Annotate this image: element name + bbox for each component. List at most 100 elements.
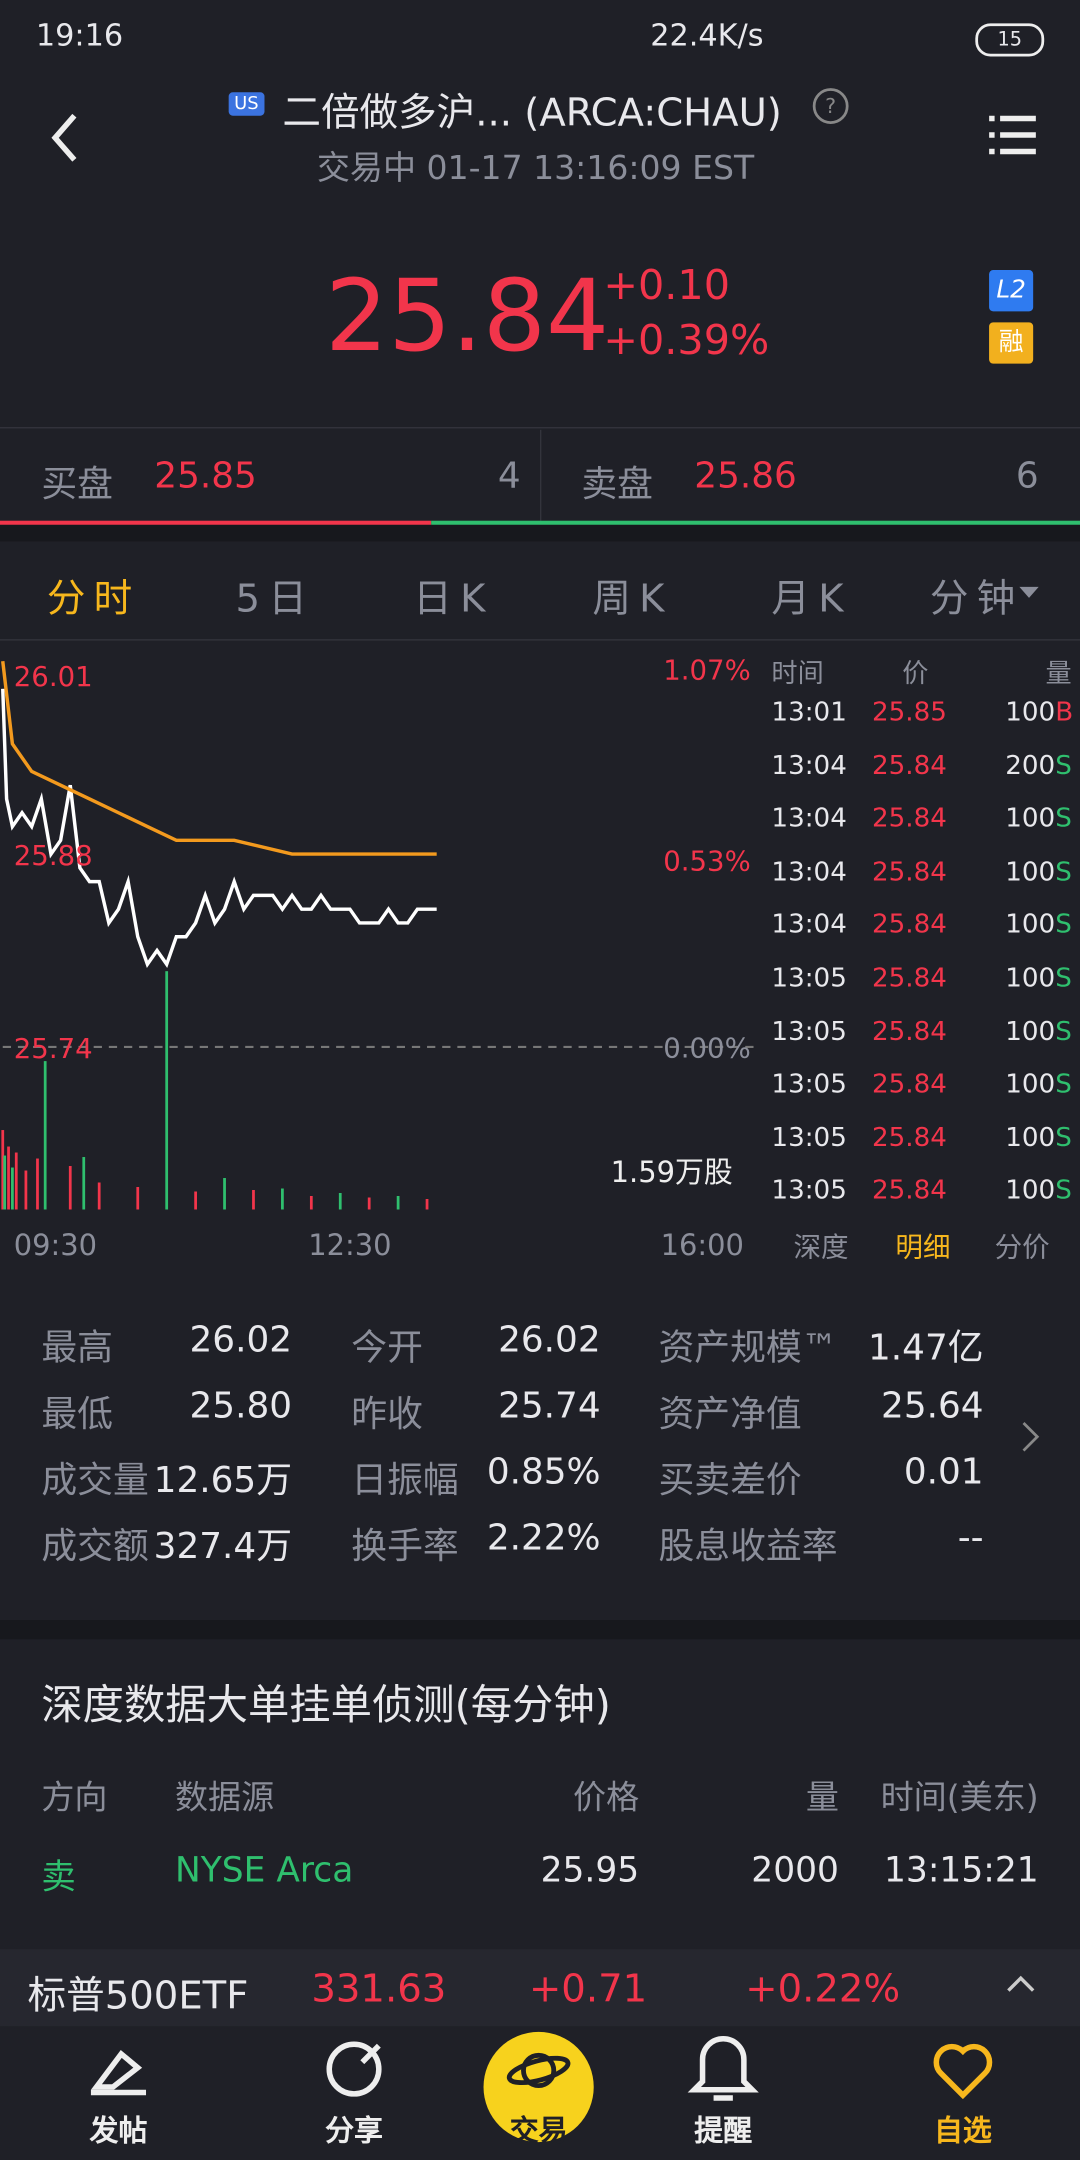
margin-badge[interactable]: 融 bbox=[989, 322, 1034, 364]
bid-label: 买盘 bbox=[41, 464, 113, 506]
more-arrow[interactable] bbox=[1019, 1419, 1041, 1455]
volume-bar bbox=[7, 1146, 10, 1210]
volume-bar bbox=[1, 1130, 5, 1210]
stat-label: 最高 bbox=[41, 1327, 113, 1370]
x-tick-label: 12:30 bbox=[308, 1228, 391, 1262]
chart-tab[interactable]: 5日 bbox=[235, 575, 316, 622]
trade-price: 25.84 bbox=[871, 1016, 947, 1047]
volume-bar bbox=[3, 1155, 7, 1210]
stat-label: 换手率 bbox=[351, 1526, 459, 1568]
status-speed: 22.4K/s bbox=[650, 19, 764, 54]
trade-volume: 100 bbox=[1005, 1016, 1056, 1047]
stat-label: 日振幅 bbox=[351, 1460, 459, 1502]
stat-value: 25.64 bbox=[881, 1385, 984, 1428]
trade-side: S bbox=[1055, 856, 1072, 887]
separator bbox=[0, 1619, 1080, 1640]
stat-label: 昨收 bbox=[351, 1394, 423, 1436]
nav-label[interactable]: 提醒 bbox=[694, 2114, 753, 2148]
stat-value: 25.80 bbox=[189, 1385, 293, 1428]
trade-time: 13:05 bbox=[771, 1069, 847, 1100]
stock-title[interactable]: 二倍做多沪... (ARCA:CHAU) bbox=[282, 89, 782, 135]
stat-value: 12.65万 bbox=[153, 1460, 293, 1502]
price-change-pct: +0.39% bbox=[603, 316, 770, 366]
trade-tab[interactable]: 分价 bbox=[994, 1230, 1050, 1264]
trade-price: 25.84 bbox=[871, 750, 947, 781]
trade-volume: 100 bbox=[1005, 697, 1056, 728]
nav-label[interactable]: 自选 bbox=[933, 2114, 992, 2148]
nav-label[interactable]: 交易 bbox=[509, 2114, 568, 2148]
stat-value: 327.4万 bbox=[153, 1526, 293, 1568]
price-line bbox=[1, 661, 437, 856]
intraday-chart: 26.01 25.88 25.74 1.07% 0.53% 0.00% 1.59万股 09:3… bbox=[1, 655, 755, 1262]
volume-bar bbox=[14, 1152, 18, 1210]
y2-tick-label: 0.00% bbox=[663, 1033, 751, 1065]
trade-volume: 200 bbox=[1005, 750, 1056, 781]
stat-value: 26.02 bbox=[189, 1319, 293, 1362]
depth-cell: 25.95 bbox=[540, 1850, 640, 1890]
trade-side: S bbox=[1055, 962, 1072, 994]
chart-tab[interactable]: 分钟 bbox=[929, 575, 1024, 622]
ask-price: 25.86 bbox=[694, 455, 797, 498]
trade-time: 13:04 bbox=[771, 750, 847, 781]
trade-price: 25.84 bbox=[871, 803, 947, 834]
help-icon[interactable]: ? bbox=[812, 88, 849, 124]
separator bbox=[0, 524, 1080, 542]
last-price: 25.84 bbox=[325, 257, 610, 374]
divider bbox=[0, 427, 1080, 429]
stat-value: 1.47亿 bbox=[867, 1327, 984, 1370]
chart-tab[interactable]: 分时 bbox=[46, 575, 141, 622]
y-tick-label: 25.88 bbox=[14, 840, 93, 872]
menu-button[interactable] bbox=[989, 113, 1036, 157]
y2-tick-label: 1.07% bbox=[663, 655, 751, 687]
volume-bar bbox=[82, 1157, 86, 1210]
volume-bar bbox=[194, 1191, 197, 1210]
depth-cell: NYSE Arca bbox=[174, 1850, 354, 1890]
trade-time: 13:04 bbox=[771, 909, 847, 941]
index-change: +0.71 bbox=[528, 1965, 648, 2012]
divider bbox=[540, 429, 542, 521]
divider bbox=[0, 639, 1080, 641]
trade-time: 13:05 bbox=[771, 1175, 847, 1206]
nav-label[interactable]: 发帖 bbox=[89, 2114, 148, 2148]
index-change-pct: +0.22% bbox=[745, 1965, 901, 2012]
trade-volume: 100 bbox=[1005, 1069, 1056, 1100]
trade-time: 13:01 bbox=[771, 697, 847, 728]
chart-tab[interactable]: 周K bbox=[592, 575, 673, 622]
stat-label: 成交量 bbox=[41, 1460, 149, 1502]
expand-arrow[interactable] bbox=[1006, 1974, 1036, 1993]
stat-value: 2.22% bbox=[486, 1518, 601, 1560]
chart-tab[interactable]: 月K bbox=[771, 575, 852, 622]
l2-badge[interactable]: L2 bbox=[989, 270, 1034, 312]
trade-volume: 100 bbox=[1005, 962, 1056, 994]
market-badge: US bbox=[228, 92, 265, 116]
chart-tab[interactable]: 日K bbox=[413, 575, 494, 622]
stat-value: 0.85% bbox=[486, 1451, 601, 1494]
volume-bar bbox=[68, 1166, 72, 1210]
trade-volume: 100 bbox=[1005, 856, 1056, 887]
price-line bbox=[1, 688, 437, 969]
volume-bar bbox=[136, 1187, 140, 1210]
ask-label: 卖盘 bbox=[581, 464, 653, 506]
trade-volume: 100 bbox=[1005, 1122, 1056, 1153]
battery: 15 bbox=[975, 23, 1045, 57]
trade-tab[interactable]: 明细 bbox=[895, 1230, 951, 1264]
bid-size: 4 bbox=[497, 455, 521, 498]
depth-header: 量 bbox=[805, 1778, 839, 1817]
volume-bar bbox=[43, 1061, 47, 1210]
trade-side: S bbox=[1055, 1016, 1072, 1047]
trade-tab[interactable]: 深度 bbox=[793, 1230, 849, 1264]
stat-label: 买卖差价 bbox=[658, 1460, 802, 1502]
nav-label[interactable]: 分享 bbox=[325, 2114, 383, 2148]
volume-bar bbox=[338, 1193, 342, 1210]
trade-volume: 100 bbox=[1005, 803, 1056, 834]
index-bar[interactable]: 标普500ETF 331.63 +0.71 +0.22% bbox=[0, 1949, 1080, 2027]
x-tick-label: 16:00 bbox=[661, 1228, 744, 1262]
trade-side: B bbox=[1055, 697, 1074, 728]
ask-size: 6 bbox=[1015, 455, 1039, 498]
back-button[interactable] bbox=[47, 110, 88, 165]
trade-price: 25.84 bbox=[871, 962, 947, 994]
volume-bar bbox=[24, 1170, 28, 1210]
trade-time: 13:05 bbox=[771, 1122, 847, 1153]
